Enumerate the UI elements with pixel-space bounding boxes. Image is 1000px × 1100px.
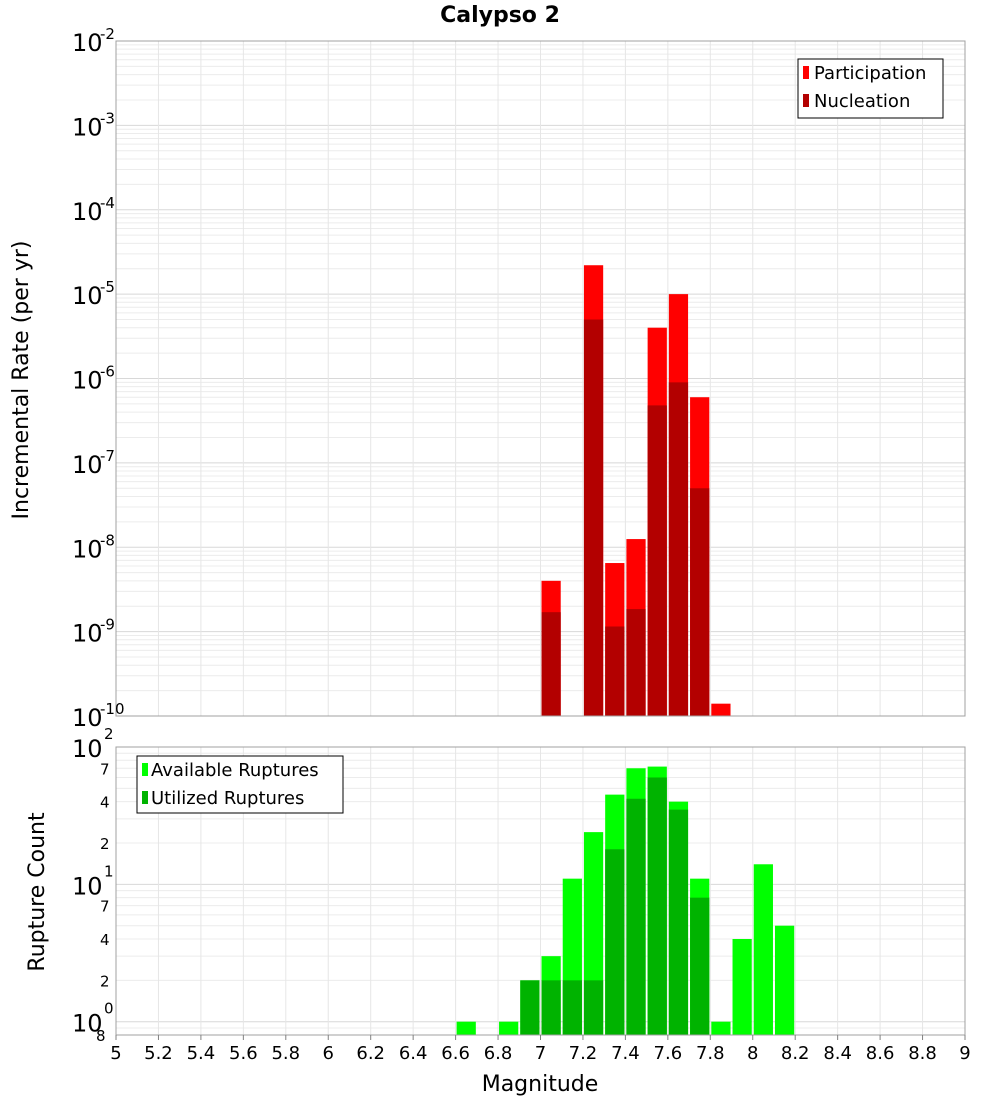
available-ruptures-bar xyxy=(774,925,795,1035)
rate-y-tick-label: 10 xyxy=(72,282,103,310)
legend-label: Participation xyxy=(814,63,926,84)
utilized-ruptures-bar xyxy=(690,897,710,1035)
rate-y-tick-exponent: -10 xyxy=(100,700,125,718)
rate-legend: Participation Nucleation xyxy=(797,58,944,119)
rate-y-tick-exponent: -2 xyxy=(100,25,115,43)
x-tick-label: 6 xyxy=(323,1043,334,1064)
x-tick-label: 7.4 xyxy=(611,1043,640,1064)
x-tick-label: 5.6 xyxy=(229,1043,258,1064)
x-axis-title: Magnitude xyxy=(482,1072,599,1097)
nucleation-bar xyxy=(668,382,689,716)
count-y-minor-tick-label: 7 xyxy=(100,760,110,778)
rate-y-tick-exponent: -3 xyxy=(100,109,115,127)
nucleation-bar xyxy=(690,488,710,716)
count-legend-box xyxy=(136,755,344,814)
count-y-tick-label: 10 xyxy=(72,872,103,900)
x-tick-label: 8.4 xyxy=(823,1043,852,1064)
nucleation-bar xyxy=(647,405,667,716)
x-tick-label: 8 xyxy=(747,1043,758,1064)
legend-label: Nucleation xyxy=(814,91,910,112)
rate-y-tick-label: 10 xyxy=(72,198,103,226)
x-tick-label: 8.6 xyxy=(866,1043,895,1064)
rate-y-tick-exponent: -8 xyxy=(100,531,115,549)
x-tick-label: 5 xyxy=(110,1043,121,1064)
rate-y-tick-label: 10 xyxy=(72,451,103,479)
legend-label: Utilized Ruptures xyxy=(151,788,304,809)
utilized-ruptures-bar xyxy=(626,798,646,1035)
utilized-ruptures-bar xyxy=(562,980,582,1035)
participation-bar xyxy=(711,703,731,716)
count-y-minor-tick-label: 2 xyxy=(100,972,110,990)
rate-y-tick-label: 10 xyxy=(72,704,103,732)
legend-swatch xyxy=(142,763,148,776)
count-y-tick-exponent: 0 xyxy=(104,1000,114,1018)
x-tick-label: 5.8 xyxy=(271,1043,300,1064)
x-tick-label: 7 xyxy=(535,1043,546,1064)
utilized-ruptures-bar xyxy=(668,809,689,1035)
rate-y-tick-exponent: -9 xyxy=(100,616,115,634)
utilized-ruptures-bar xyxy=(605,849,625,1035)
x-axis-ticks: 5 5.2 5.4 5.6 5.8 6 6.2 6.4 6.6 6.8 7 7.2 7.4 7.6 7.8 8… xyxy=(110,1035,971,1064)
legend-label: Available Ruptures xyxy=(151,760,319,781)
available-ruptures-bar xyxy=(711,1021,731,1035)
legend-swatch xyxy=(803,66,809,79)
x-tick-label: 8.8 xyxy=(908,1043,937,1064)
legend-swatch xyxy=(803,94,809,107)
available-ruptures-bar xyxy=(732,939,752,1035)
top-y-axis-title: Incremental Rate (per yr) xyxy=(9,241,34,520)
x-tick-label: 6.2 xyxy=(356,1043,385,1064)
rate-y-tick-label: 10 xyxy=(72,113,103,141)
chart-title: Calypso 2 xyxy=(440,3,560,28)
rate-y-tick-label: 10 xyxy=(72,535,103,563)
rate-legend-box xyxy=(797,58,944,119)
x-tick-label: 6.8 xyxy=(484,1043,513,1064)
count-y-tick-exponent: 1 xyxy=(104,862,114,880)
count-y-minor-tick-label: 7 xyxy=(100,898,110,916)
legend-swatch xyxy=(142,791,148,804)
available-ruptures-bar xyxy=(753,864,773,1035)
count-y-minor-tick-label: 4 xyxy=(100,794,110,812)
count-y-minor-tick-label: 2 xyxy=(100,835,110,853)
available-ruptures-bar xyxy=(499,1021,519,1035)
x-tick-label: 6.4 xyxy=(399,1043,428,1064)
x-tick-label: 6.6 xyxy=(441,1043,470,1064)
rate-y-tick-exponent: -4 xyxy=(100,194,115,212)
bottom-y-axis-title: Rupture Count xyxy=(25,812,50,972)
rate-y-tick-exponent: -5 xyxy=(100,278,115,296)
nucleation-bar xyxy=(583,319,604,716)
x-tick-label: 5.2 xyxy=(144,1043,173,1064)
rate-y-tick-label: 10 xyxy=(72,29,103,57)
x-tick-label: 7.8 xyxy=(696,1043,725,1064)
x-tick-label: 5.4 xyxy=(187,1043,216,1064)
available-ruptures-bar xyxy=(456,1021,476,1035)
count-y-tick-label: 10 xyxy=(72,735,103,763)
count-y-minor-tick-label: 8 xyxy=(96,1027,106,1045)
x-tick-label: 7.6 xyxy=(654,1043,683,1064)
x-tick-label: 7.2 xyxy=(569,1043,598,1064)
utilized-ruptures-bar xyxy=(583,980,604,1035)
utilized-ruptures-bar xyxy=(647,777,667,1035)
utilized-ruptures-bar xyxy=(520,980,540,1035)
rate-y-tick-exponent: -7 xyxy=(100,447,115,465)
x-tick-label: 9 xyxy=(959,1043,970,1064)
count-y-tick-exponent: 2 xyxy=(104,725,114,743)
x-tick-label: 8.2 xyxy=(781,1043,810,1064)
rate-plot-border xyxy=(115,40,966,717)
rate-y-tick-exponent: -6 xyxy=(100,363,115,381)
count-legend: Available Ruptures Utilized Ruptures xyxy=(136,755,344,814)
count-y-minor-tick-label: 4 xyxy=(100,931,110,949)
utilized-ruptures-bar xyxy=(541,980,561,1035)
nucleation-bar xyxy=(541,612,561,716)
rate-y-tick-label: 10 xyxy=(72,620,103,648)
nucleation-bar xyxy=(626,609,646,716)
count-y-tick-label: 10 xyxy=(72,1010,103,1038)
nucleation-bar xyxy=(605,626,625,716)
rate-y-tick-label: 10 xyxy=(72,367,103,395)
